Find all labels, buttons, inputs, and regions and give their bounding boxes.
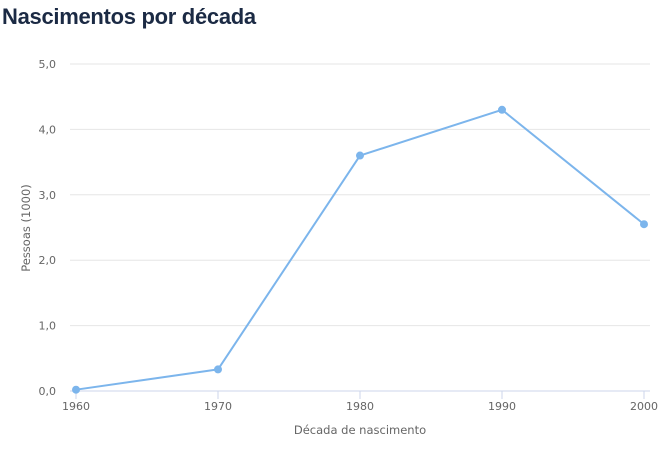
x-axis-title: Década de nascimento: [294, 423, 426, 437]
x-tick-label: 2000: [630, 400, 658, 413]
data-point-2000[interactable]: [640, 220, 648, 229]
y-tick-label: 0,0: [39, 385, 57, 398]
x-axis-tickmarks: [75, 391, 645, 399]
y-tick-label: 2,0: [39, 254, 57, 267]
y-tick-label: 5,0: [39, 58, 57, 71]
x-tick-label: 1970: [204, 400, 232, 413]
y-tick-label: 3,0: [39, 189, 57, 202]
y-tick-label: 4,0: [39, 123, 57, 136]
data-point-1960[interactable]: [72, 385, 80, 394]
y-axis-title: Pessoas (1000): [19, 184, 33, 272]
data-point-1980[interactable]: [356, 151, 364, 160]
series-points: [72, 105, 648, 394]
chart-title: Nascimentos por década: [2, 4, 256, 29]
x-tick-label: 1980: [346, 400, 374, 413]
grid-lines: [70, 63, 650, 392]
y-axis-ticks: 0,0 1,0 2,0 3,0 4,0 5,0: [39, 58, 57, 398]
y-tick-label: 1,0: [39, 320, 57, 333]
x-tick-label: 1990: [488, 400, 516, 413]
x-axis-ticks: 1960 1970 1980 1990 2000: [62, 400, 658, 413]
data-point-1970[interactable]: [214, 365, 222, 374]
data-point-1990[interactable]: [498, 105, 506, 114]
x-tick-label: 1960: [62, 400, 90, 413]
